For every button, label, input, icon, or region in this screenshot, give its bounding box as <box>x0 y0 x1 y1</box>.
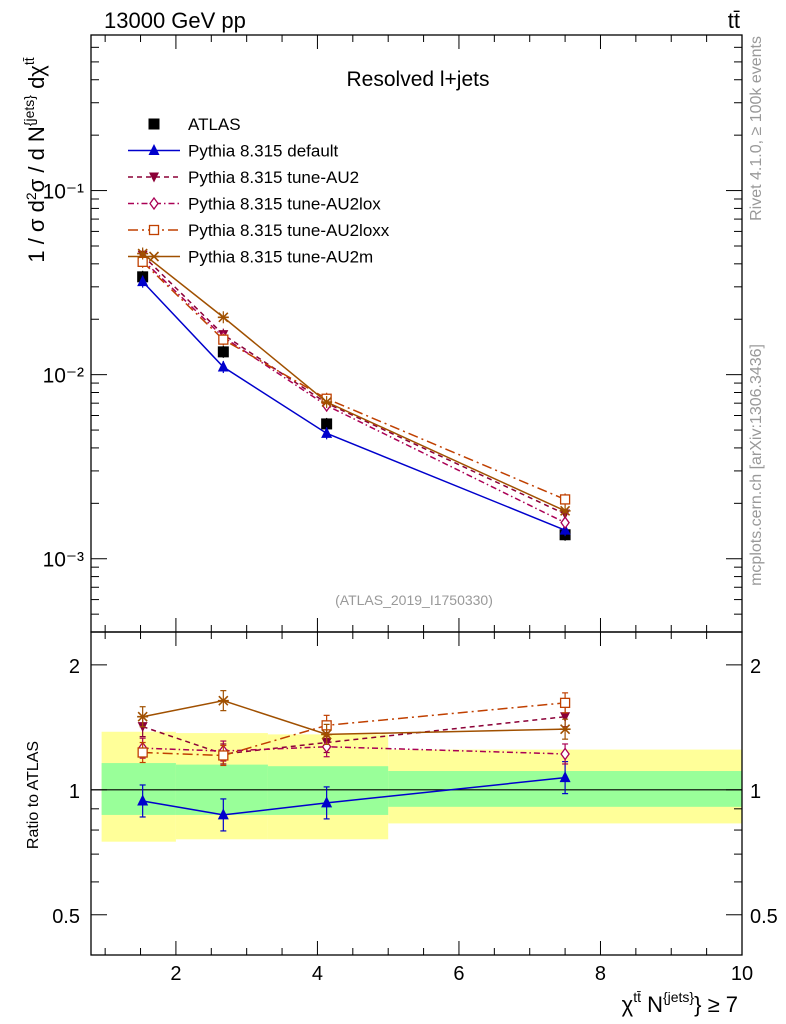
energy-label: 13000 GeV pp <box>104 8 246 33</box>
ratio-frame <box>90 631 743 956</box>
process-label: tt̄ <box>728 8 740 33</box>
ratio-point-au2m <box>321 729 333 740</box>
y-tick-label: 10⁻¹ <box>43 181 84 204</box>
legend-label-au2lox: Pythia 8.315 tune-AU2lox <box>188 195 381 214</box>
legend-label-au2: Pythia 8.315 tune-AU2 <box>188 168 359 187</box>
point-au2m <box>321 396 333 408</box>
ratio-point-au2m <box>217 695 229 706</box>
ratio-line-default <box>142 776 566 816</box>
axis-ticks: 2 4 6 8 10 10⁻³ 10⁻² 10⁻¹ 0.5 0.5 1 1 2 2 <box>43 35 778 985</box>
labels: 13000 GeV pp tt̄ Resolved l+jets (ATLAS_… <box>21 8 765 1017</box>
x-tick-label: 10 <box>731 963 753 985</box>
legend-label-au2loxx: Pythia 8.315 tune-AU2loxx <box>188 221 390 240</box>
ratio-point-default <box>559 771 571 783</box>
ratio-y-tick-label: 2 <box>69 656 80 678</box>
point-au2loxx <box>218 334 229 345</box>
point-data <box>321 418 333 430</box>
series-au2 <box>137 249 571 521</box>
plot-title: Resolved l+jets <box>347 68 490 91</box>
legend-marker-data <box>148 118 160 130</box>
ratio-y-axis-label: Ratio to ATLAS <box>25 741 42 849</box>
x-tick-label: 2 <box>170 963 181 985</box>
point-default <box>217 360 229 372</box>
rivet-side-label: Rivet 4.1.0, ≥ 100k events <box>748 36 765 221</box>
ratio-y-tick-label: 1 <box>69 781 80 803</box>
ratio-y-tick-label-right: 0.5 <box>750 906 778 928</box>
legend-marker-au2 <box>149 172 159 183</box>
y-tick-label: 10⁻³ <box>43 549 84 572</box>
ratio-series <box>137 690 571 832</box>
ratio-line-au2m <box>142 699 566 736</box>
ratio-point-au2m <box>559 724 571 735</box>
ratio-series-default <box>137 761 571 832</box>
point-default <box>137 275 149 287</box>
series-au2loxx <box>137 255 571 506</box>
series-line-au2lox <box>142 259 566 524</box>
ratio-point-au2lox <box>560 747 570 761</box>
axes-frames <box>90 34 743 956</box>
x-axis-label: χtt̄ N{jets}} ≥ 7 <box>622 989 738 1017</box>
x-tick-label: 6 <box>453 963 464 985</box>
series-line-au2loxx <box>142 261 566 501</box>
x-tick-label: 4 <box>312 963 323 985</box>
main-y-axis-label: 1 / σ d2σ / d N{jets} dχtt̄ <box>21 57 49 262</box>
main-series <box>137 247 571 541</box>
ratio-line-au2 <box>142 715 566 755</box>
analysis-id: (ATLAS_2019_I1750330) <box>335 592 493 608</box>
point-au2m <box>217 312 229 323</box>
ratio-point-default <box>217 808 229 820</box>
legend-label-au2m: Pythia 8.315 tune-AU2m <box>188 248 373 267</box>
mcplots-side-label: mcplots.cern.ch [arXiv:1306.3436] <box>748 344 765 586</box>
ratio-point-au2m <box>137 711 149 722</box>
point-data <box>217 346 229 358</box>
legend-label-data: ATLAS <box>188 115 241 134</box>
ratio-point-au2loxx <box>137 747 148 758</box>
series-default <box>137 275 571 537</box>
legend: ATLAS Pythia 8.315 default Pythia 8.315 tu… <box>128 115 390 267</box>
series-au2lox <box>137 253 570 530</box>
point-au2loxx <box>559 494 571 505</box>
ratio-y-tick-label: 0.5 <box>52 906 80 928</box>
series-line-au2 <box>142 254 566 515</box>
ratio-line-au2loxx <box>142 702 566 757</box>
ratio-point-au2loxx <box>218 750 229 761</box>
ratio-uncertainty-bands <box>101 731 742 842</box>
point-au2m <box>559 505 571 516</box>
series-line-default <box>142 281 566 531</box>
legend-label-default: Pythia 8.315 default <box>188 142 339 161</box>
legend-marker-default <box>148 144 160 155</box>
legend-marker-au2m <box>148 251 160 262</box>
ratio-point-au2 <box>560 712 571 723</box>
point-default <box>321 426 333 438</box>
x-tick-label: 8 <box>595 963 606 985</box>
series-au2m <box>137 247 571 517</box>
ratio-point-default <box>137 794 149 806</box>
legend-marker-au2loxx <box>148 224 160 236</box>
green-band-bin <box>101 763 176 815</box>
ratio-point-au2loxx <box>559 697 571 709</box>
ratio-series-au2m <box>137 690 571 745</box>
series-data <box>137 270 571 541</box>
series-line-au2m <box>142 252 566 512</box>
ratio-y-tick-label-right: 2 <box>750 656 761 678</box>
point-au2lox <box>560 516 570 530</box>
ratio-y-tick-label-right: 1 <box>750 781 761 803</box>
ratio-point-default <box>321 796 333 808</box>
y-tick-label: 10⁻² <box>43 365 84 388</box>
legend-marker-au2lox <box>149 196 159 211</box>
